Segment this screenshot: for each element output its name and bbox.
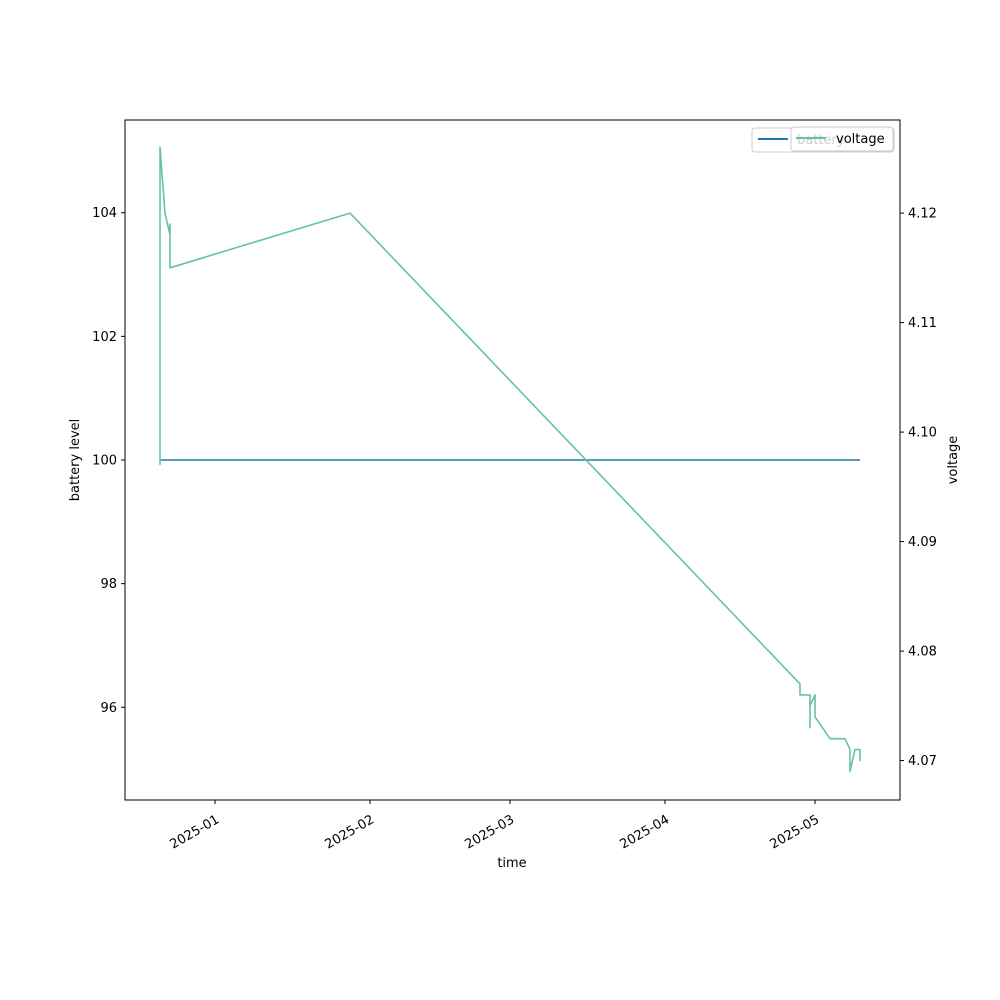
left-y-tick-label: 96 xyxy=(100,701,117,716)
right-y-tick-label: 4.11 xyxy=(908,316,937,331)
left-y-axis-label: battery level xyxy=(68,419,83,502)
right-y-axis: 4.07 4.08 4.09 4.10 4.11 4.12 xyxy=(900,207,937,769)
series-layer xyxy=(159,146,861,773)
x-axis-label: time xyxy=(497,856,526,871)
legend-label-voltage: voltage xyxy=(836,132,885,147)
right-y-tick-label: 4.07 xyxy=(908,754,937,769)
right-y-tick-label: 4.10 xyxy=(908,426,937,441)
left-y-tick-label: 100 xyxy=(92,454,117,469)
right-y-tick-label: 4.09 xyxy=(908,535,937,550)
legend-box-voltage xyxy=(790,126,894,152)
right-y-axis-label: voltage xyxy=(946,436,961,485)
legend-voltage: voltage xyxy=(790,126,894,152)
left-y-tick-label: 102 xyxy=(92,330,117,345)
left-y-axis: 96 98 100 102 104 xyxy=(92,206,125,716)
right-y-tick-label: 4.12 xyxy=(908,207,937,222)
right-y-tick-label: 4.08 xyxy=(908,645,937,660)
left-y-tick-label: 104 xyxy=(92,206,117,221)
series-line-voltage xyxy=(159,146,861,773)
left-y-tick-label: 98 xyxy=(100,577,117,592)
